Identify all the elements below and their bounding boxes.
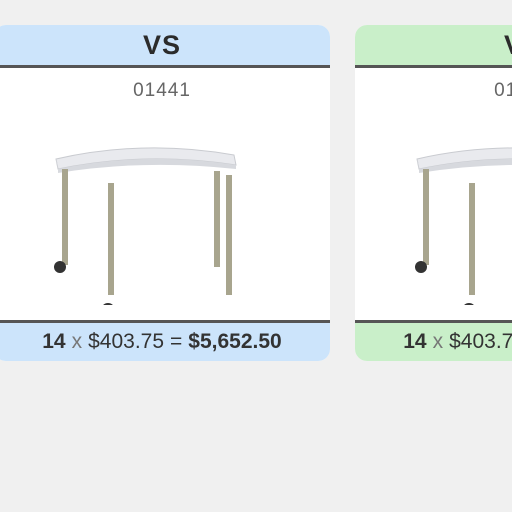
product-code: 01441 <box>494 80 512 101</box>
unit-price: $403.75 <box>88 330 165 353</box>
equals-sign: = <box>170 330 183 353</box>
multiply-sign: x <box>71 330 83 353</box>
unit-price: $403.75 <box>449 330 512 353</box>
product-image <box>54 147 237 305</box>
card-header: VS <box>0 25 330 68</box>
quantity: 14 <box>403 330 427 353</box>
quantity: 14 <box>42 330 66 353</box>
product-card-1[interactable]: VS 01441 14 x $403.75 = $5,652.50 <box>0 25 330 361</box>
card-header: VS <box>355 25 512 68</box>
price-line: 14 x $403.75 = $5,652.50 <box>355 320 512 361</box>
card-header-label: VS <box>142 29 182 60</box>
price-line: 14 x $403.75 = $5,652.50 <box>0 320 330 361</box>
card-header-label: VS <box>504 30 512 61</box>
total-price: $5,652.50 <box>188 330 282 353</box>
multiply-sign: x <box>432 330 444 353</box>
product-card-2[interactable]: VS 01441 14 x $403.75 = $5,652.50 <box>355 25 512 361</box>
product-code: 01441 <box>133 80 191 101</box>
product-image <box>415 147 512 305</box>
